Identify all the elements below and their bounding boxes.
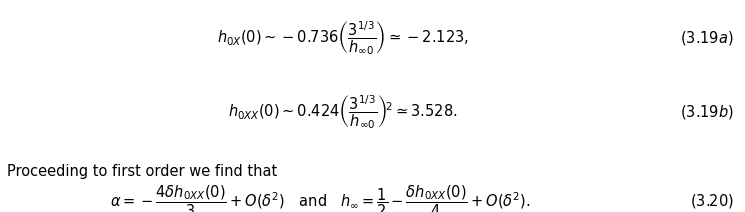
Text: $h_{0XX}(0) \sim 0.424\left(\dfrac{3^{1/3}}{h_{\infty 0}}\right)^{\!2} \simeq 3.: $h_{0XX}(0) \sim 0.424\left(\dfrac{3^{1/…	[228, 93, 457, 131]
Text: $(3.19b)$: $(3.19b)$	[680, 103, 734, 121]
Text: $(3.19a)$: $(3.19a)$	[680, 29, 734, 47]
Text: Proceeding to first order we find that: Proceeding to first order we find that	[7, 164, 278, 179]
Text: $(3.20)$: $(3.20)$	[690, 192, 734, 210]
Text: $\alpha = -\dfrac{4\delta h_{0XX}(0)}{3} + O(\delta^2) \quad \text{and} \quad h_: $\alpha = -\dfrac{4\delta h_{0XX}(0)}{3}…	[110, 184, 530, 212]
Text: $h_{0X}(0) \sim -0.736\left(\dfrac{3^{1/3}}{h_{\infty 0}}\right) \simeq -2.123,$: $h_{0X}(0) \sim -0.736\left(\dfrac{3^{1/…	[217, 19, 469, 57]
